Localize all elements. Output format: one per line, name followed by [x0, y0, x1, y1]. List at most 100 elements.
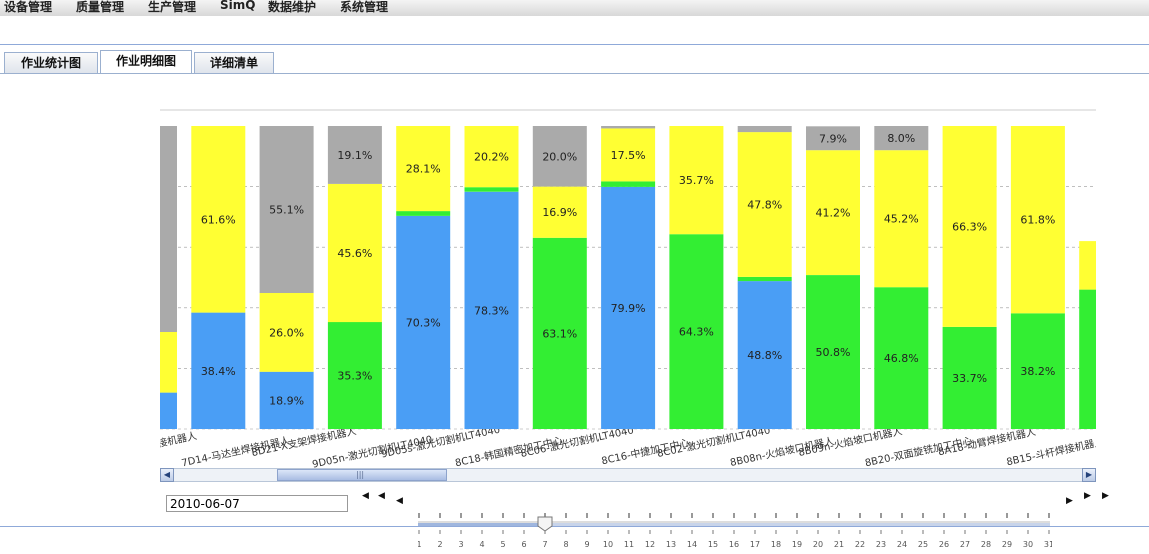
bar-data-label: 45.6% [337, 247, 372, 260]
header-divider [0, 44, 1149, 45]
bar-segment [737, 276, 792, 282]
menu-item-1[interactable]: 质量管理 [76, 0, 125, 14]
slider-day-label: 18 [771, 540, 781, 549]
date-field[interactable] [166, 495, 348, 512]
bar-data-label: 70.3% [406, 317, 441, 330]
bar-segment [669, 126, 724, 235]
slider-day-label: 5 [500, 540, 505, 549]
bar-data-label: 17.5% [611, 149, 646, 162]
next-week-arrow-icon[interactable]: ▶ [1084, 491, 1091, 501]
bar-segment [259, 371, 314, 429]
tab-detail-list[interactable]: 详细清单 [194, 52, 274, 73]
scroll-right-arrow-icon[interactable]: ▶ [1082, 468, 1096, 482]
scrollbar-thumb[interactable]: ||| [277, 469, 447, 481]
bar-segment [464, 126, 519, 188]
bar-segment [737, 126, 792, 133]
menu-item-0[interactable]: 设备管理 [4, 0, 53, 14]
bar-segment [191, 126, 246, 313]
prev-month-arrow-icon[interactable]: ◀ [362, 491, 369, 501]
menu-item-2[interactable]: 生产管理 [148, 0, 197, 14]
bar-segment [874, 126, 929, 151]
bar-segment [737, 132, 792, 277]
chart-horizontal-scrollbar[interactable]: ◀ ||| ▶ [160, 468, 1096, 482]
menu-item-4[interactable]: 数据维护 [268, 0, 317, 14]
slider-day-label: 30 [1023, 540, 1033, 549]
slider-day-label: 28 [981, 540, 991, 549]
bar-data-label: 63.1% [542, 327, 577, 340]
slider-day-label: 20 [813, 540, 823, 549]
slider-day-label: 4 [479, 540, 484, 549]
bar-data-label: 61.6% [201, 213, 236, 226]
prev-week-arrow-icon[interactable]: ◀ [378, 491, 385, 501]
slider-day-label: 10 [603, 540, 613, 549]
slider-day-label: 31 [1044, 540, 1052, 549]
bar-data-label: 38.4% [201, 365, 236, 378]
bar-data-label: 46.8% [884, 352, 919, 365]
bar-segment [942, 126, 997, 327]
bar-data-label: 55.1% [269, 204, 304, 217]
bar-segment [532, 186, 587, 238]
slider-day-label: 27 [960, 540, 970, 549]
bar-segment [464, 191, 519, 429]
slider-thumb[interactable] [537, 516, 553, 532]
slider-day-label: 6 [521, 540, 526, 549]
bar-segment [259, 126, 314, 293]
bar-segment [1079, 241, 1096, 290]
slider-day-label: 17 [750, 540, 760, 549]
slider-day-label: 1 [418, 540, 422, 549]
bar-segment [191, 312, 246, 429]
tab-job-stats-chart[interactable]: 作业统计图 [4, 52, 98, 73]
bar-data-label: 35.7% [679, 174, 714, 187]
bar-data-label: 20.2% [474, 151, 509, 164]
bar-segment [601, 181, 656, 187]
bar-data-label: 79.9% [611, 302, 646, 315]
grip-icon: ||| [356, 470, 365, 479]
bar-segment [160, 332, 177, 393]
bars-group: %%%架焊接机器人38.4%61.6%7D14-马达坐焊接机器人18.9%26.… [160, 126, 1096, 470]
slider-day-label: 3 [458, 540, 463, 549]
bar-segment [327, 126, 382, 184]
bar-segment [160, 126, 177, 332]
bar-data-label: 41.2% [816, 207, 851, 220]
next-day-arrow-icon[interactable]: ▶ [1066, 496, 1073, 506]
day-slider[interactable]: 1 2 3 4 5 6 7 8 9 10 11 12 13 14 15 16 17 18 19 20 21 22 23 24 2… [418, 512, 1052, 552]
slider-day-label: 12 [645, 540, 655, 549]
bar-segment [601, 186, 656, 429]
bar-segment [806, 126, 860, 151]
slider-fill [418, 523, 545, 526]
tab-job-detail-chart[interactable]: 作业明细图 [100, 50, 192, 74]
bar-segment [259, 293, 314, 372]
slider-day-label: 19 [792, 540, 802, 549]
bar-segment [942, 326, 997, 429]
bar-data-label: 7.9% [819, 132, 847, 145]
bar-data-label: 61.8% [1020, 214, 1055, 227]
category-label: 架焊接机器人 [160, 429, 198, 454]
tab-bar: 作业统计图 作业明细图 详细清单 [0, 50, 1149, 74]
next-month-arrow-icon[interactable]: ▶ [1102, 491, 1109, 501]
bar-segment [806, 275, 860, 429]
menu-item-3[interactable]: SimQ [220, 0, 256, 12]
bar-data-label: 38.2% [1020, 365, 1055, 378]
bar-segment [1010, 126, 1065, 314]
bar-segment [737, 281, 792, 429]
slider-day-label: 21 [834, 540, 844, 549]
bar-data-label: 50.8% [816, 346, 851, 359]
slider-day-label: 7 [542, 540, 547, 549]
slider-day-label: 22 [855, 540, 865, 549]
bar-data-label: 35.3% [337, 370, 372, 383]
menu-item-5[interactable]: 系统管理 [340, 0, 389, 14]
stacked-bar-chart: %%%架焊接机器人38.4%61.6%7D14-马达坐焊接机器人18.9%26.… [160, 109, 1096, 470]
tab-divider [0, 73, 1149, 74]
prev-day-arrow-icon[interactable]: ◀ [396, 496, 403, 506]
bar-segment [806, 150, 860, 275]
bar-segment [1010, 313, 1065, 429]
slider-day-label: 26 [939, 540, 949, 549]
bar-segment [1079, 289, 1096, 429]
bar-data-label: 64.3% [679, 326, 714, 339]
bar-data-label: 18.9% [269, 394, 304, 407]
slider-day-label: 14 [687, 540, 697, 549]
scroll-left-arrow-icon[interactable]: ◀ [160, 468, 174, 482]
bar-segment [327, 322, 382, 429]
slider-day-label: 25 [918, 540, 928, 549]
bar-segment [464, 187, 519, 192]
